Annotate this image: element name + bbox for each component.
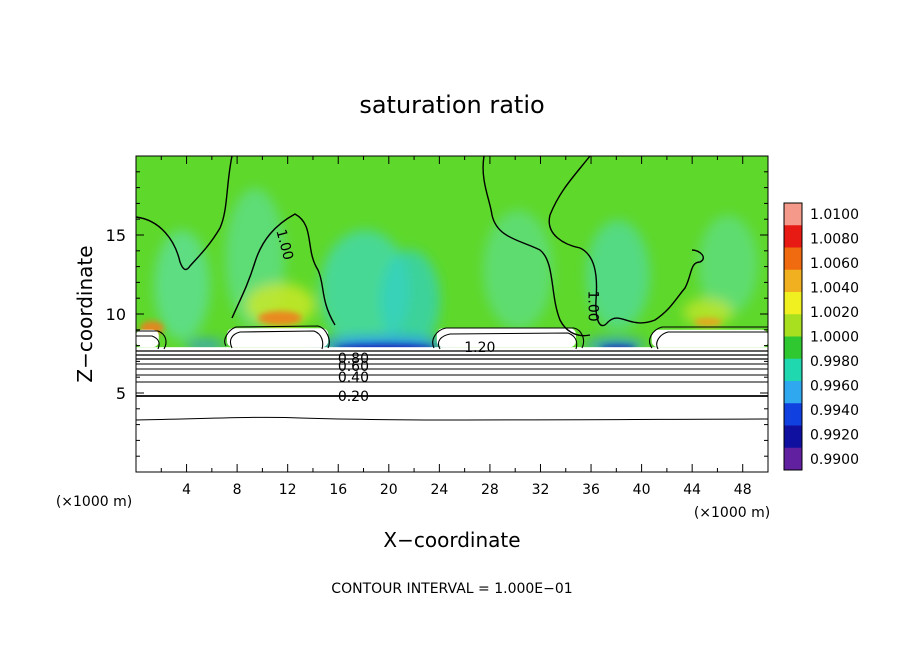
x-tick-label: 40 [633, 482, 651, 498]
colorbar-label: 1.0000 [810, 330, 859, 346]
x-tick-label: 4 [182, 482, 191, 498]
contour-line [548, 156, 704, 327]
cyan-plume [380, 250, 440, 350]
y-tick-label: 10 [106, 305, 126, 324]
contour-line [437, 332, 578, 350]
contour-line [136, 374, 768, 376]
contour-line [136, 354, 768, 356]
colorbar-swatch [784, 314, 802, 337]
contour-line [231, 213, 336, 326]
x-tick-label: 24 [430, 482, 448, 498]
colorbar-swatch [784, 425, 802, 449]
colorbar-swatch [784, 292, 802, 315]
colorbar: 1.0100 1.0080 1.0060 1.0040 1.0020 1.0000 0.99… [783, 202, 859, 471]
colorbar-swatch [784, 203, 802, 226]
x-tick-label: 48 [734, 482, 752, 498]
cyan-plume [698, 215, 758, 315]
contour-interval-note: CONTOUR INTERVAL = 1.000E−01 [331, 581, 572, 597]
cloud-edge-contours [136, 325, 768, 350]
contour-label: 1.00 [585, 291, 601, 322]
contours-1.00 [136, 156, 704, 337]
y-axis: 5 10 15 [106, 171, 768, 457]
contour-line [136, 358, 768, 360]
x-tick-label: 12 [279, 482, 297, 498]
contour-line [136, 416, 768, 421]
colorbar-swatch [784, 269, 802, 293]
x-tick-label: 20 [380, 482, 398, 498]
cyan-plume [483, 210, 553, 330]
cyan-plume [154, 230, 210, 340]
yellow-patch [683, 298, 733, 326]
x-tick-label: 8 [233, 482, 242, 498]
y-axis-label: Z−coordinate [73, 245, 97, 382]
x-tick-label: 16 [329, 482, 347, 498]
colorbar-label: 1.0040 [810, 281, 859, 297]
x-unit-label: (×1000 m) [694, 505, 770, 521]
colorbar-swatch [784, 381, 802, 404]
colorbar-label: 0.9900 [810, 452, 859, 468]
contour-line [136, 368, 768, 370]
y-unit-label: (×1000 m) [56, 494, 132, 510]
colorbar-label: 0.9940 [810, 403, 859, 419]
orange-patch [258, 311, 302, 325]
contour-line [229, 330, 324, 350]
contour-label: 0.20 [338, 389, 369, 405]
x-tick-label: 36 [582, 482, 600, 498]
contour-line [136, 156, 233, 271]
contour-line [482, 156, 591, 337]
contour-line [136, 381, 768, 383]
y-tick-label: 5 [116, 384, 126, 403]
dry-layer [136, 347, 768, 472]
colorbar-label: 0.9920 [810, 427, 859, 443]
colorbar-swatch [784, 447, 802, 471]
y-tick-label: 15 [106, 226, 126, 245]
chart-title: saturation ratio [359, 91, 544, 119]
colorbar-swatch [784, 403, 802, 426]
contour-line [432, 327, 585, 349]
cyan-plume [586, 220, 650, 330]
cloud-region-2 [227, 328, 329, 348]
colorbar-label: 0.9980 [810, 354, 859, 370]
contour-labels: 1.00 1.00 1.20 0.800.600.40 0.20 [272, 228, 601, 406]
contour-line [656, 331, 768, 350]
cloud-region-4 [651, 329, 768, 348]
colorbar-swatch [784, 358, 802, 382]
contour-line [136, 335, 160, 350]
colorbar-label: 1.0020 [810, 305, 859, 321]
contour-line [224, 325, 330, 349]
contour-label: 0.60 [338, 359, 369, 375]
contour-label: 0.80 [338, 351, 369, 367]
colorbar-frame [783, 202, 803, 471]
x-tick-label: 28 [481, 482, 499, 498]
colorbar-swatch [784, 225, 802, 248]
x-axis: 4 8 12 16 20 24 28 32 36 40 44 48 [160, 156, 752, 498]
x-tick-label: 44 [683, 482, 701, 498]
colorbar-swatch [784, 336, 802, 360]
colorbar-swatch [784, 247, 802, 271]
colorbar-label: 1.0100 [810, 207, 859, 223]
contour-line [136, 394, 768, 398]
contour-line [136, 330, 167, 350]
contour-line [136, 363, 768, 365]
x-tick-label: 32 [532, 482, 550, 498]
contour-line [649, 326, 768, 349]
contour-label: 1.00 [272, 228, 296, 262]
colorbar-label: 1.0060 [810, 256, 859, 272]
contour-label: 0.40 [338, 370, 369, 386]
colorbar-label: 1.0080 [810, 232, 859, 248]
cloud-region-1 [136, 329, 159, 348]
lower-contours [136, 350, 768, 421]
contour-label: 1.20 [464, 340, 495, 356]
cloud-region-3 [436, 328, 576, 348]
orange-patch [694, 318, 722, 326]
colorbar-label: 0.9960 [810, 378, 859, 394]
x-axis-label: X−coordinate [383, 528, 520, 552]
plot-area: 1.00 1.00 1.20 0.800.600.40 0.20 [136, 156, 768, 472]
